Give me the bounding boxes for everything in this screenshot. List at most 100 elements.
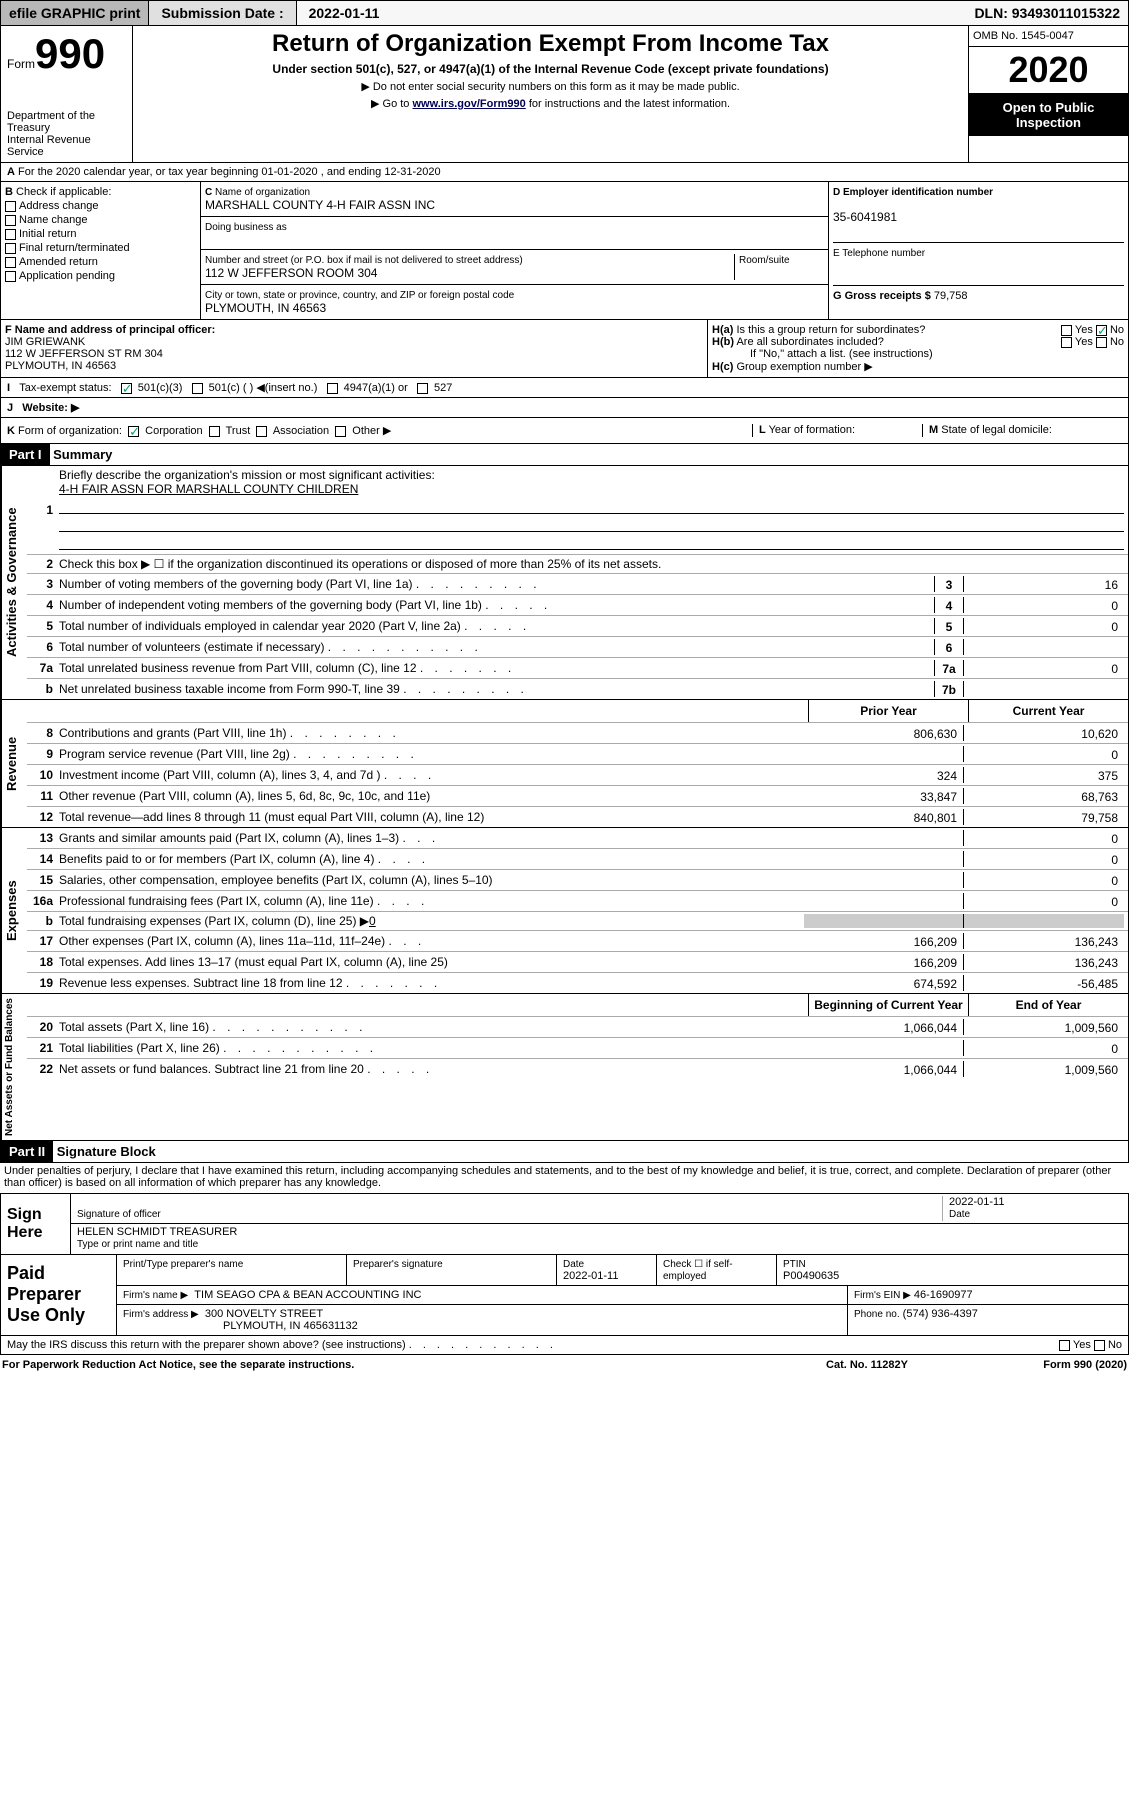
section-j: J Website: ▶ — [0, 398, 1129, 418]
part1-hdr: Part I — [1, 444, 50, 465]
c19: -56,485 — [964, 975, 1124, 991]
dept-label: Department of the Treasury Internal Reve… — [7, 110, 126, 158]
chk-501c[interactable] — [192, 383, 203, 394]
section-i: I Tax-exempt status: 501(c)(3) 501(c) ( … — [0, 378, 1129, 398]
section-a: A For the 2020 calendar year, or tax yea… — [0, 163, 1129, 182]
form-subtitle: Under section 501(c), 527, or 4947(a)(1)… — [137, 62, 964, 76]
net-assets-section: Net Assets or Fund Balances Beginning of… — [0, 994, 1129, 1141]
box-b: B Check if applicable: Address change Na… — [1, 182, 201, 319]
expenses-label: Expenses — [1, 828, 27, 993]
val-3: 16 — [964, 576, 1124, 592]
p8: 806,630 — [804, 725, 964, 741]
efile-label[interactable]: efile GRAPHIC print — [1, 1, 149, 25]
chk-trust[interactable] — [209, 426, 220, 437]
part2-hdr: Part II — [1, 1141, 53, 1162]
governance-label: Activities & Governance — [1, 466, 27, 699]
org-name: MARSHALL COUNTY 4-H FAIR ASSN INC — [205, 198, 435, 212]
tax-year: 2020 — [969, 47, 1128, 94]
street-address: 112 W JEFFERSON ROOM 304 — [205, 266, 377, 280]
officer-city: PLYMOUTH, IN 46563 — [5, 360, 116, 372]
governance-section: Activities & Governance 1Briefly describ… — [0, 466, 1129, 700]
p9 — [804, 746, 964, 762]
p21 — [804, 1040, 964, 1056]
p16a — [804, 893, 964, 909]
c22: 1,009,560 — [964, 1061, 1124, 1077]
box-deg: D Employer identification number35-60419… — [828, 182, 1128, 319]
footer: For Paperwork Reduction Act Notice, see … — [0, 1355, 1129, 1375]
val-6 — [964, 639, 1124, 655]
firm-addr1: 300 NOVELTY STREET — [205, 1308, 323, 1320]
revenue-label: Revenue — [1, 700, 27, 827]
instructions-link[interactable]: www.irs.gov/Form990 — [412, 98, 525, 110]
c20: 1,009,560 — [964, 1019, 1124, 1035]
form-label: Form — [7, 57, 35, 71]
c16a: 0 — [964, 893, 1124, 909]
p12: 840,801 — [804, 809, 964, 825]
officer-name: JIM GRIEWANK — [5, 336, 85, 348]
dln: DLN: 93493011015322 — [966, 1, 1128, 25]
sign-here: Sign Here Signature of officer2022-01-11… — [0, 1193, 1129, 1255]
p22: 1,066,044 — [804, 1061, 964, 1077]
chk-amended[interactable]: Amended return — [5, 256, 196, 268]
ptin: P00490635 — [783, 1270, 839, 1282]
irs-discuss: May the IRS discuss this return with the… — [0, 1336, 1129, 1355]
c21: 0 — [964, 1040, 1124, 1056]
c8: 10,620 — [964, 725, 1124, 741]
gross-receipts: 79,758 — [934, 290, 968, 302]
chk-assoc[interactable] — [256, 426, 267, 437]
val-7a: 0 — [964, 660, 1124, 676]
c12: 79,758 — [964, 809, 1124, 825]
c15: 0 — [964, 872, 1124, 888]
firm-name: TIM SEAGO CPA & BEAN ACCOUNTING INC — [194, 1289, 421, 1301]
c18: 136,243 — [964, 954, 1124, 970]
c13: 0 — [964, 830, 1124, 846]
revenue-section: Revenue Prior YearCurrent Year 8Contribu… — [0, 700, 1129, 828]
p14 — [804, 851, 964, 867]
section-fh: F Name and address of principal officer:… — [0, 320, 1129, 378]
prep-date: 2022-01-11 — [563, 1270, 618, 1282]
chk-pending[interactable]: Application pending — [5, 270, 196, 282]
val-7b — [964, 681, 1124, 697]
mission-text: 4-H FAIR ASSN FOR MARSHALL COUNTY CHILDR… — [59, 482, 358, 496]
expenses-section: Expenses 13Grants and similar amounts pa… — [0, 828, 1129, 994]
officer-addr: 112 W JEFFERSON ST RM 304 — [5, 348, 163, 360]
city-address: PLYMOUTH, IN 46563 — [205, 301, 326, 315]
chk-other[interactable] — [335, 426, 346, 437]
chk-final[interactable]: Final return/terminated — [5, 242, 196, 254]
chk-name[interactable]: Name change — [5, 214, 196, 226]
form-title: Return of Organization Exempt From Incom… — [137, 30, 964, 58]
chk-501c3[interactable] — [121, 383, 132, 394]
box-c: C Name of organizationMARSHALL COUNTY 4-… — [201, 182, 828, 319]
net-assets-label: Net Assets or Fund Balances — [1, 994, 27, 1140]
form-note2: ▶ Go to www.irs.gov/Form990 for instruct… — [137, 97, 964, 110]
chk-corp[interactable] — [128, 426, 139, 437]
p13 — [804, 830, 964, 846]
chk-address[interactable]: Address change — [5, 200, 196, 212]
val-4: 0 — [964, 597, 1124, 613]
form-header: Form990 Department of the Treasury Inter… — [0, 26, 1129, 163]
firm-ein: 46-1690977 — [914, 1289, 973, 1301]
open-inspection: Open to Public Inspection — [969, 94, 1128, 136]
p18: 166,209 — [804, 954, 964, 970]
chk-4947[interactable] — [327, 383, 338, 394]
c9: 0 — [964, 746, 1124, 762]
declaration-text: Under penalties of perjury, I declare th… — [0, 1163, 1129, 1191]
paid-preparer: Paid Preparer Use Only Print/Type prepar… — [0, 1255, 1129, 1336]
form-number: 990 — [35, 30, 105, 77]
firm-phone: (574) 936-4397 — [903, 1308, 978, 1320]
p15 — [804, 872, 964, 888]
chk-initial[interactable]: Initial return — [5, 228, 196, 240]
omb-number: OMB No. 1545-0047 — [969, 26, 1128, 47]
p10: 324 — [804, 767, 964, 783]
submission-date: 2022-01-11 — [297, 1, 392, 25]
c10: 375 — [964, 767, 1124, 783]
val-5: 0 — [964, 618, 1124, 634]
p20: 1,066,044 — [804, 1019, 964, 1035]
c14: 0 — [964, 851, 1124, 867]
sig-date: 2022-01-11 — [949, 1196, 1004, 1208]
fundraising-exp: 0 — [369, 914, 376, 928]
section-klm: K Form of organization: Corporation Trus… — [0, 418, 1129, 444]
section-bcde: B Check if applicable: Address change Na… — [0, 182, 1129, 320]
ein: 35-6041981 — [833, 210, 897, 224]
chk-527[interactable] — [417, 383, 428, 394]
